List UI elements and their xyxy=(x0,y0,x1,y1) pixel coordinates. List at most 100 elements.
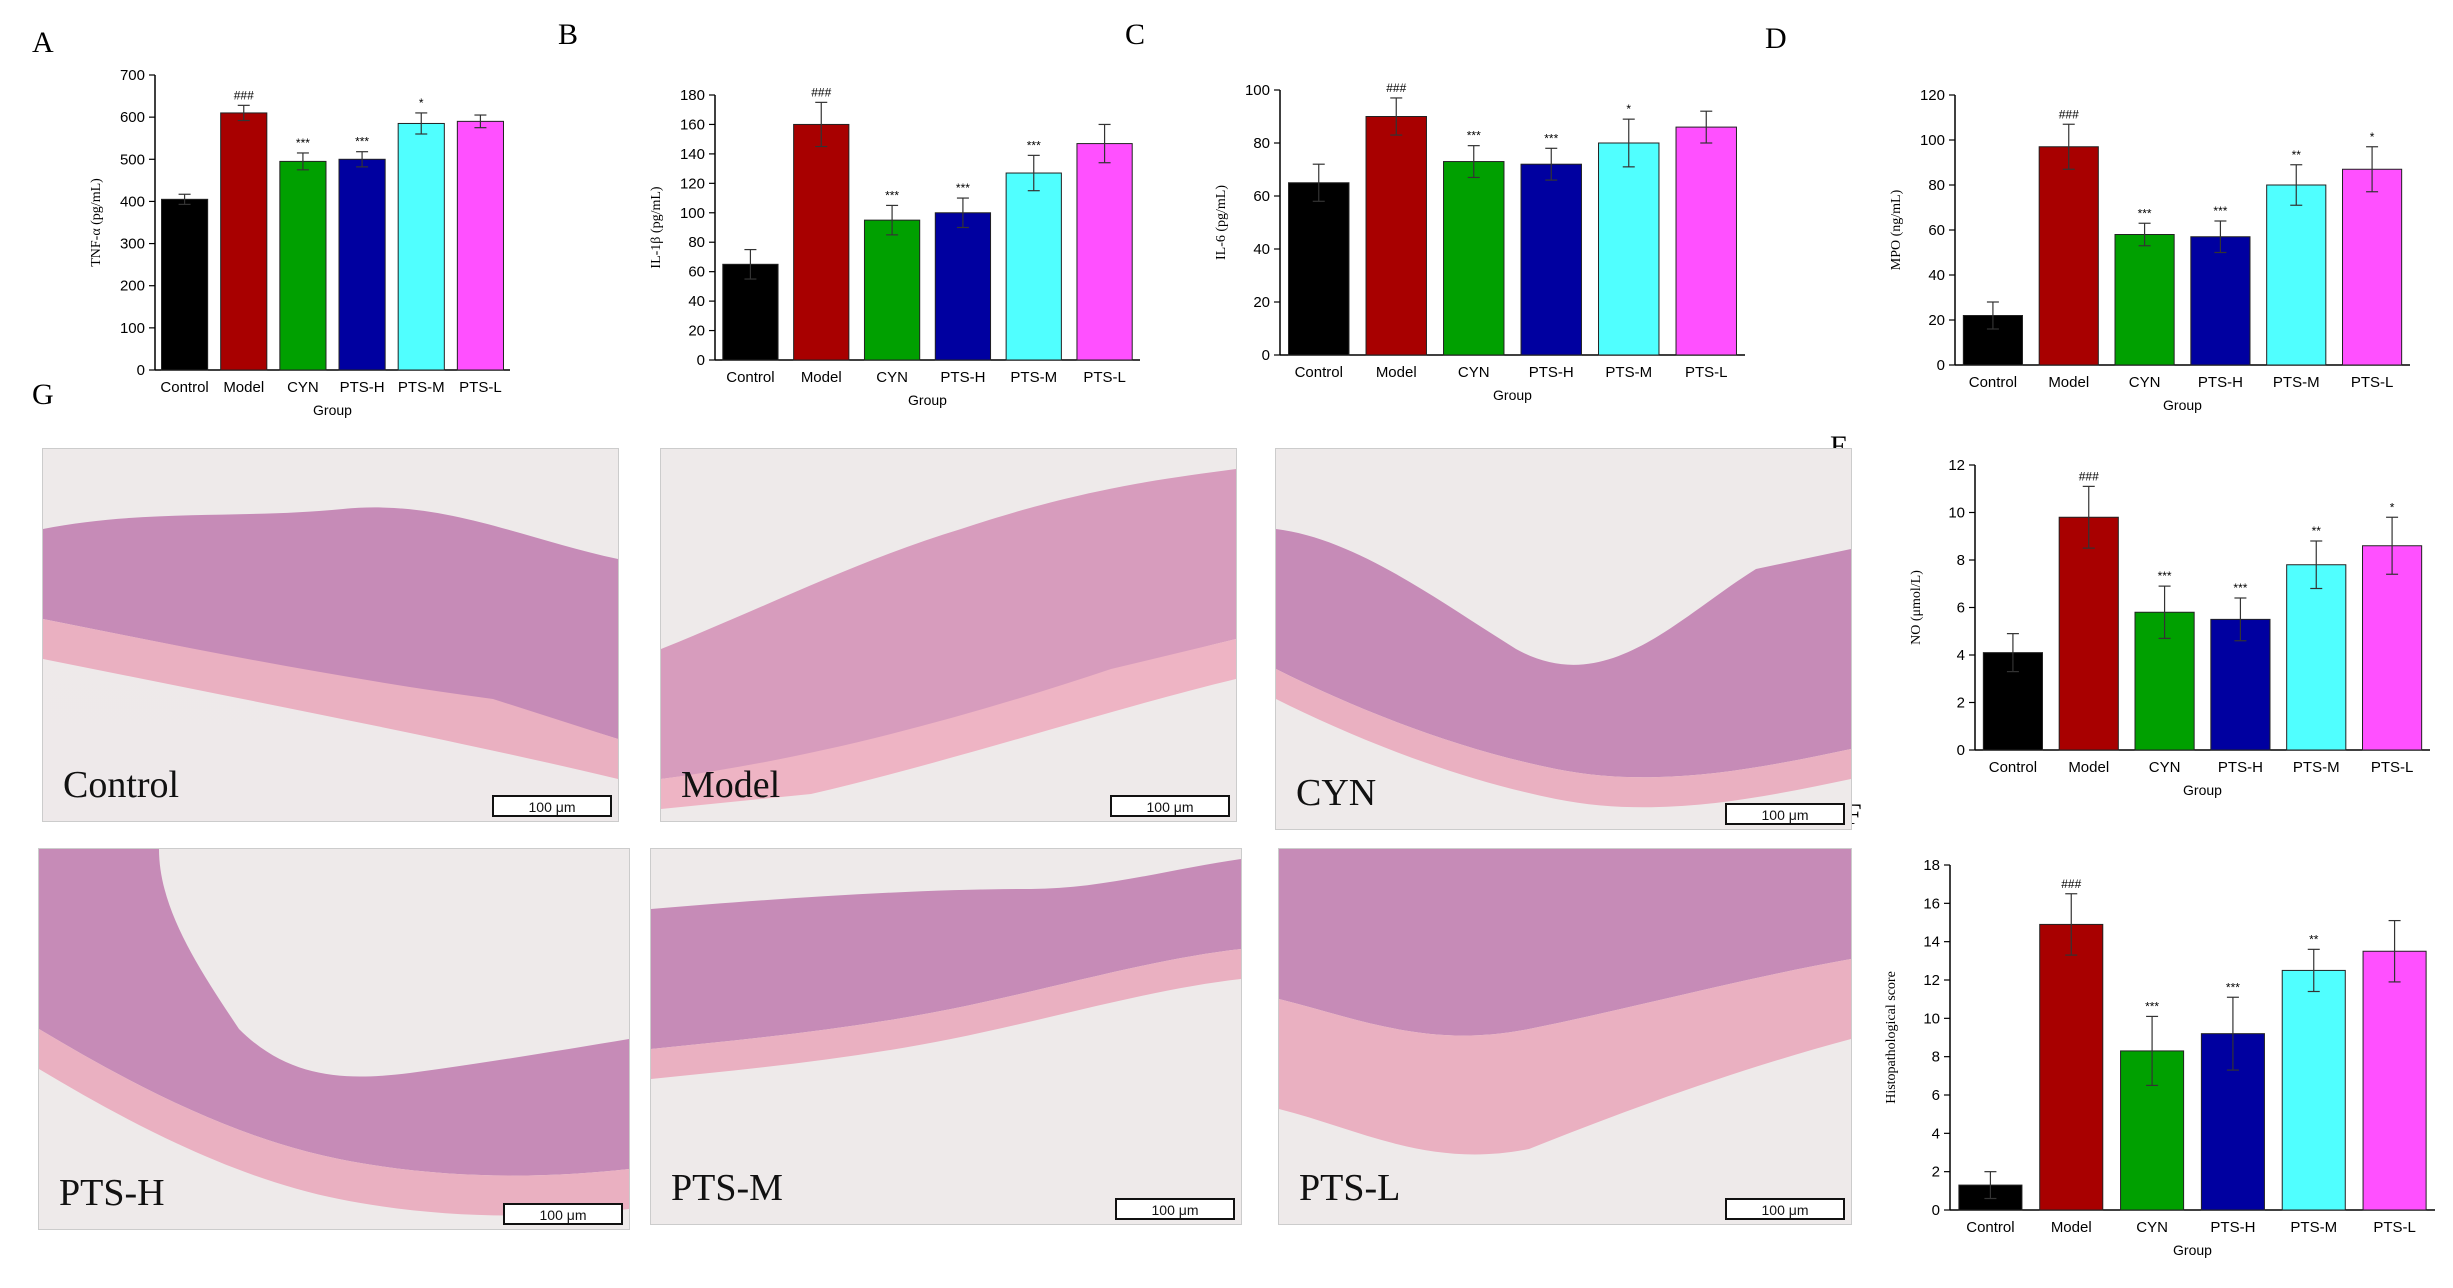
bar-cyn xyxy=(863,219,921,361)
x-tick-label: CYN xyxy=(1458,364,1490,381)
y-tick-label: 6 xyxy=(1957,600,1965,617)
x-tick-label: PTS-H xyxy=(2218,759,2263,776)
significance-label: ### xyxy=(2061,877,2081,891)
x-tick-label: CYN xyxy=(2149,759,2181,776)
bar-pts-l xyxy=(1675,126,1737,356)
bar-chart-c-il6: 0 20 40 60 80 100 Control ### Model *** CYN *** PTS-… xyxy=(1214,81,1745,403)
bar-chart-d-mpo: 020406080100120Control###Model***CYN***P… xyxy=(1889,87,2410,413)
micrograph-cyn: CYN 100 μm xyxy=(1275,448,1852,830)
x-axis-title: Group xyxy=(2183,782,2222,798)
bar-pts-l xyxy=(2362,545,2423,751)
y-axis-title: MPO (ng/mL) xyxy=(1889,189,1904,270)
x-tick-label: PTS-M xyxy=(2290,1219,2337,1236)
y-tick-label: 120 xyxy=(1920,87,1945,104)
bar-model xyxy=(2038,146,2099,366)
bar-pts-m xyxy=(2286,564,2347,751)
bar-pts-l xyxy=(456,120,504,371)
y-axis-title: TNF-α (pg/mL) xyxy=(89,178,104,267)
y-tick-label: 120 xyxy=(680,175,705,192)
x-tick-label: Control xyxy=(1295,364,1343,381)
panel-letter-g: G xyxy=(32,378,54,411)
bar-pts-l xyxy=(2342,168,2403,366)
significance-label: * xyxy=(419,96,424,110)
scale-bar: 100 μm xyxy=(503,1203,623,1225)
bar-control xyxy=(722,263,779,361)
tissue-image xyxy=(43,449,618,821)
x-tick-label: Control xyxy=(1966,1219,2014,1236)
x-tick-label: PTS-H xyxy=(340,379,385,396)
y-tick-label: 0 xyxy=(1932,1202,1940,1219)
significance-label: *** xyxy=(355,135,369,149)
y-tick-label: 500 xyxy=(120,151,145,168)
micrograph-label: Control xyxy=(63,764,180,806)
x-tick-label: Control xyxy=(726,369,774,386)
y-tick-label: 10 xyxy=(1948,505,1965,522)
bar-pts-m xyxy=(2281,969,2346,1211)
bar-pts-m xyxy=(1598,142,1660,356)
significance-label: ### xyxy=(234,88,254,102)
y-tick-label: 100 xyxy=(1920,132,1945,149)
significance-label: *** xyxy=(296,136,310,150)
x-tick-label: PTS-M xyxy=(1605,364,1652,381)
x-tick-label: CYN xyxy=(287,379,319,396)
bar-model xyxy=(2058,516,2119,751)
y-tick-label: 14 xyxy=(1923,934,1940,951)
x-tick-label: Model xyxy=(2068,759,2109,776)
significance-label: * xyxy=(2390,500,2395,514)
y-tick-label: 700 xyxy=(120,67,145,84)
y-tick-label: 160 xyxy=(680,116,705,133)
tissue-image xyxy=(39,849,629,1229)
significance-label: *** xyxy=(885,188,899,202)
x-tick-label: PTS-M xyxy=(2293,759,2340,776)
micrograph-label: Model xyxy=(681,764,781,806)
y-tick-label: 0 xyxy=(1262,347,1270,364)
x-tick-label: PTS-M xyxy=(1010,369,1057,386)
y-tick-label: 80 xyxy=(688,234,705,251)
x-tick-label: CYN xyxy=(876,369,908,386)
x-tick-label: PTS-H xyxy=(1529,364,1574,381)
bar-model xyxy=(793,123,850,361)
y-tick-label: 100 xyxy=(120,320,145,337)
x-tick-label: PTS-M xyxy=(2273,374,2320,391)
x-tick-label: Model xyxy=(801,369,842,386)
significance-label: ### xyxy=(2079,469,2099,483)
x-tick-label: Control xyxy=(160,379,208,396)
tissue-image xyxy=(651,849,1241,1224)
y-tick-label: 12 xyxy=(1923,972,1940,989)
y-tick-label: 16 xyxy=(1923,895,1940,912)
bar-pts-l xyxy=(1076,143,1133,361)
significance-label: *** xyxy=(2226,980,2240,994)
x-tick-label: PTS-L xyxy=(2373,1219,2416,1236)
x-axis-title: Group xyxy=(1493,387,1532,403)
y-tick-label: 100 xyxy=(680,205,705,222)
bar-chart-f-histopathological-score: 0 2 4 6 8 10 12 14 16 18 Control ### Model *** CYN *** P… xyxy=(1884,857,2435,1258)
y-tick-label: 12 xyxy=(1948,457,1965,474)
y-tick-label: 100 xyxy=(1245,82,1270,99)
y-tick-label: 180 xyxy=(680,87,705,104)
y-tick-label: 6 xyxy=(1932,1087,1940,1104)
x-axis-title: Group xyxy=(908,392,947,408)
panel-letter-b: B xyxy=(558,18,579,51)
y-tick-label: 60 xyxy=(688,264,705,281)
tissue-image xyxy=(1276,449,1851,829)
x-tick-label: PTS-L xyxy=(1083,369,1126,386)
significance-label: ### xyxy=(811,85,831,99)
y-tick-label: 400 xyxy=(120,193,145,210)
y-tick-label: 300 xyxy=(120,236,145,253)
y-tick-label: 20 xyxy=(1928,312,1945,329)
x-axis-title: Group xyxy=(313,402,352,418)
x-tick-label: PTS-L xyxy=(2351,374,2394,391)
x-tick-label: Model xyxy=(2051,1219,2092,1236)
bar-cyn xyxy=(2114,234,2175,366)
micrograph-pts-h: PTS-H 100 μm xyxy=(38,848,630,1230)
x-tick-label: CYN xyxy=(2136,1219,2168,1236)
significance-label: *** xyxy=(2158,569,2172,583)
y-tick-label: 2 xyxy=(1957,695,1965,712)
y-tick-label: 10 xyxy=(1923,1010,1940,1027)
y-tick-label: 4 xyxy=(1932,1125,1940,1142)
y-tick-label: 600 xyxy=(120,109,145,126)
micrograph-label: CYN xyxy=(1296,772,1377,814)
y-tick-label: 0 xyxy=(1957,742,1965,759)
significance-label: ### xyxy=(2059,107,2079,121)
micrograph-pts-l: PTS-L 100 μm xyxy=(1278,848,1852,1225)
